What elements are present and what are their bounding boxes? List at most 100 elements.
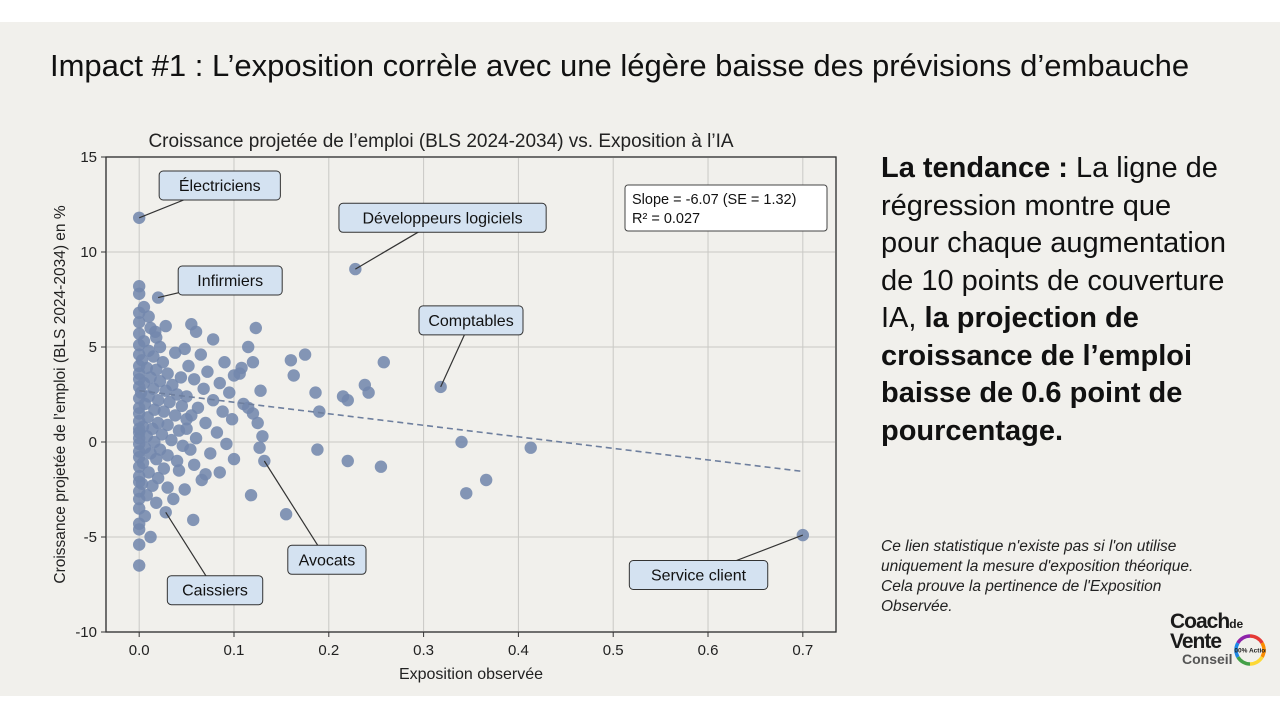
y-tick-label: -10 bbox=[75, 624, 97, 641]
y-tick-label: 0 bbox=[89, 434, 97, 451]
scatter-point bbox=[197, 382, 210, 395]
scatter-point bbox=[150, 452, 163, 466]
scatter-point bbox=[151, 394, 165, 407]
scatter-point bbox=[178, 342, 191, 356]
scatter-point bbox=[223, 386, 236, 399]
scatter-point bbox=[132, 287, 146, 300]
scatter-point bbox=[185, 409, 198, 422]
scatter-point bbox=[216, 405, 229, 418]
scatter-point bbox=[251, 416, 264, 430]
logo-coach: Coach bbox=[1170, 610, 1230, 633]
scatter-point bbox=[142, 466, 155, 479]
badge-ring-segment bbox=[1249, 634, 1264, 645]
annotation-label: Comptables bbox=[428, 313, 513, 330]
scatter-point bbox=[150, 496, 163, 509]
scatter-point bbox=[194, 348, 208, 361]
scatter-point bbox=[132, 460, 146, 473]
annotation-leader-line bbox=[263, 460, 328, 561]
scatter-point bbox=[135, 477, 149, 490]
y-tick-label: 10 bbox=[80, 244, 97, 261]
scatter-point bbox=[187, 373, 201, 386]
scatter-point bbox=[142, 310, 155, 323]
scatter-point bbox=[170, 388, 184, 401]
annotation-box bbox=[338, 202, 547, 233]
scatter-point bbox=[201, 365, 214, 378]
scatter-point bbox=[132, 523, 146, 536]
scatter-point bbox=[227, 452, 241, 466]
scatter-point bbox=[149, 325, 162, 338]
badge-ring-segment bbox=[1234, 642, 1240, 658]
scatter-point bbox=[279, 508, 293, 521]
scatter-point bbox=[172, 464, 186, 477]
scatter-point bbox=[524, 441, 537, 454]
scatter-point bbox=[132, 538, 146, 551]
logo-line-1: Coachde bbox=[1170, 610, 1243, 634]
slide-title: Impact #1 : L’exposition corrèle avec un… bbox=[50, 48, 1190, 83]
scatter-point bbox=[132, 559, 146, 572]
footnote: Ce lien statistique n'existe pas si l'on… bbox=[881, 538, 1194, 615]
x-tick-label: 0.3 bbox=[413, 642, 434, 659]
scatter-point bbox=[174, 371, 188, 384]
x-tick-label: 0.5 bbox=[603, 642, 624, 659]
scatter-point bbox=[163, 395, 176, 409]
scatter-point bbox=[184, 443, 197, 456]
brand-logo: Coachde Vente Conseil 100% Action bbox=[1168, 610, 1274, 676]
regression-line bbox=[139, 389, 803, 473]
scatter-point bbox=[159, 319, 172, 333]
scatter-point bbox=[132, 422, 146, 435]
logo-line-3: Conseil bbox=[1182, 651, 1233, 667]
chart-title: Croissance projetée de l’emploi (BLS 202… bbox=[148, 131, 733, 152]
scatter-point bbox=[220, 437, 233, 451]
y-tick-label: 15 bbox=[80, 149, 97, 166]
x-tick-label: 0.6 bbox=[698, 642, 719, 659]
scatter-point bbox=[455, 435, 468, 449]
annotation-box bbox=[287, 544, 367, 575]
scatter-point bbox=[244, 489, 258, 502]
scatter-point bbox=[479, 473, 493, 487]
scatter-point bbox=[311, 443, 324, 456]
logo-de: de bbox=[1229, 617, 1244, 631]
annotation-box bbox=[166, 575, 264, 606]
scatter-point bbox=[146, 479, 159, 492]
scatter-point bbox=[218, 356, 231, 369]
scatter-point bbox=[189, 432, 203, 445]
x-tick-label: 0.7 bbox=[792, 642, 813, 659]
scatter-point bbox=[189, 325, 203, 338]
scatter-point bbox=[170, 454, 184, 468]
scatter-point bbox=[167, 492, 180, 506]
scatter-point bbox=[161, 449, 174, 462]
scatter-point bbox=[233, 367, 246, 380]
scatter-point bbox=[182, 359, 195, 373]
badge-ring-segment bbox=[1260, 642, 1266, 658]
scatter-point bbox=[153, 340, 167, 354]
scatter-point bbox=[180, 422, 193, 435]
stats-r2: R² = 0.027 bbox=[632, 211, 700, 227]
y-tick-label: -5 bbox=[84, 529, 97, 546]
stats-box bbox=[624, 184, 828, 232]
scatter-point bbox=[157, 462, 171, 475]
y-axis-label: Croissance projetée de l’emploi (BLS 202… bbox=[52, 205, 69, 583]
scatter-point bbox=[213, 466, 226, 479]
annotation-label: Électriciens bbox=[179, 176, 261, 195]
scatter-point bbox=[225, 413, 239, 426]
scatter-point bbox=[199, 468, 212, 481]
scatter-point bbox=[298, 348, 312, 361]
plot-frame bbox=[105, 156, 837, 633]
scatter-point bbox=[287, 369, 300, 382]
scatter-point bbox=[132, 338, 146, 352]
action-badge-icon: 100% Action bbox=[1234, 634, 1266, 666]
annotation-box bbox=[177, 265, 283, 296]
scatter-point bbox=[161, 481, 174, 494]
trend-explanation: La tendance : La ligne de régression mon… bbox=[881, 150, 1231, 450]
scatter-point bbox=[341, 454, 354, 468]
badge-ring-segment bbox=[1236, 634, 1251, 645]
scatter-point bbox=[132, 492, 146, 506]
badge-ring-segment bbox=[1249, 655, 1264, 666]
scatter-point bbox=[161, 367, 174, 380]
scatter-point bbox=[210, 426, 224, 439]
scatter-point bbox=[284, 354, 298, 367]
badge-ring-segment bbox=[1236, 655, 1251, 666]
annotation-label: Service client bbox=[651, 568, 747, 585]
x-axis-label: Exposition observée bbox=[399, 666, 543, 683]
x-tick-label: 0.1 bbox=[224, 642, 245, 659]
